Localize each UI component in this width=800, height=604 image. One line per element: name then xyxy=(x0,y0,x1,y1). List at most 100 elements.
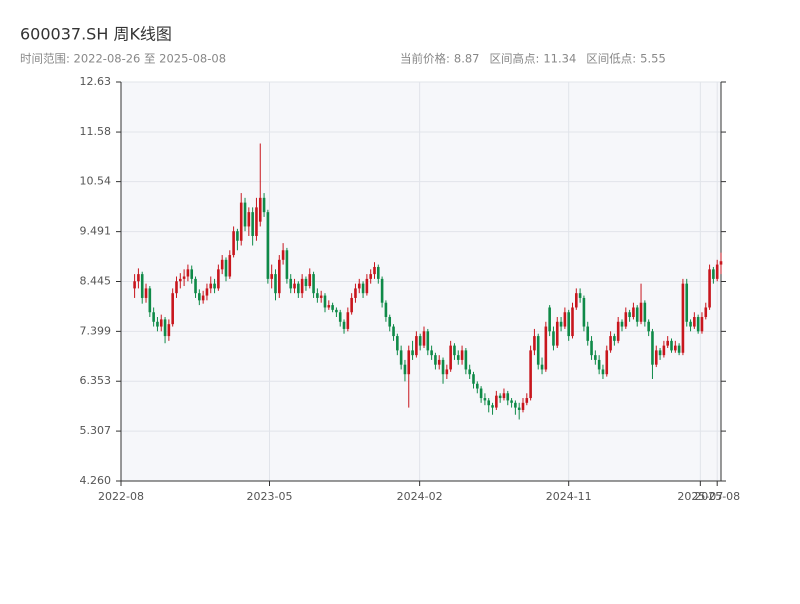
candle-body xyxy=(449,345,452,370)
candle-body xyxy=(175,281,178,294)
candle-body xyxy=(186,269,190,277)
candle-body xyxy=(696,317,700,332)
y-tick-label: 9.491 xyxy=(80,225,112,238)
candle-body xyxy=(548,307,551,332)
candle-body xyxy=(654,350,658,365)
candle-body xyxy=(319,295,323,298)
candle-body xyxy=(205,288,209,296)
candle-body xyxy=(517,407,521,410)
candle-body xyxy=(171,293,174,325)
candle-body xyxy=(198,293,201,301)
candle-body xyxy=(658,350,662,356)
stat-label: 当前价格: xyxy=(400,52,450,66)
candle-body xyxy=(609,336,612,351)
candle-body xyxy=(597,359,601,370)
candle-body xyxy=(533,336,536,351)
candle-body xyxy=(182,276,186,279)
candle-body xyxy=(403,364,407,375)
candle-body xyxy=(430,350,433,356)
y-tick-label: 11.58 xyxy=(80,125,112,138)
candle-body xyxy=(700,317,704,332)
candle-body xyxy=(407,350,411,375)
y-tick-label: 8.445 xyxy=(80,275,112,288)
candle-body xyxy=(224,259,228,277)
candle-body xyxy=(258,197,262,222)
candle-body xyxy=(373,266,376,275)
candle-body xyxy=(529,350,532,399)
candle-body xyxy=(495,395,498,408)
candle-body xyxy=(266,212,270,279)
candle-body xyxy=(712,269,715,279)
candle-body xyxy=(354,288,357,298)
candle-body xyxy=(380,278,384,303)
candle-body xyxy=(262,197,266,213)
chart-title: 600037.SH 周K线图 xyxy=(20,25,172,44)
candle-body xyxy=(361,283,365,294)
candle-body xyxy=(628,312,631,318)
candle-body xyxy=(594,355,597,360)
candle-body xyxy=(472,374,475,384)
stat-label: 区间高点: xyxy=(489,52,539,66)
candle-body xyxy=(563,312,567,327)
candle-body xyxy=(704,307,708,318)
candle-body xyxy=(559,321,563,327)
candle-body xyxy=(201,295,205,301)
candle-body xyxy=(194,278,197,294)
candle-body xyxy=(308,274,312,287)
candle-body xyxy=(236,231,239,241)
candle-body xyxy=(685,283,689,322)
x-tick-label: 2024-11 xyxy=(546,490,592,503)
candle-body xyxy=(479,388,483,399)
candle-body xyxy=(613,336,616,341)
candle-body xyxy=(464,350,468,370)
candle-body xyxy=(578,293,582,298)
candle-body xyxy=(582,297,586,327)
candle-body xyxy=(137,274,140,282)
candle-body xyxy=(677,345,681,353)
candle-body xyxy=(620,321,624,327)
candle-body xyxy=(651,331,654,365)
candle-body xyxy=(331,305,334,310)
candle-body xyxy=(586,326,590,341)
candle-body xyxy=(365,278,369,294)
stat-value: 11.34 xyxy=(543,52,576,66)
candle-body xyxy=(689,321,692,327)
candle-body xyxy=(335,309,338,313)
candle-body xyxy=(376,266,380,279)
candle-body xyxy=(635,307,639,322)
candle-body xyxy=(281,250,285,260)
candle-body xyxy=(274,274,277,294)
candle-body xyxy=(552,331,555,346)
candle-body xyxy=(460,350,464,360)
candle-body xyxy=(350,297,353,313)
candle-body xyxy=(521,402,525,410)
candle-body xyxy=(468,369,471,375)
y-tick-label: 10.54 xyxy=(80,175,112,188)
candle-body xyxy=(342,321,346,329)
candle-body xyxy=(316,293,319,298)
candle-body xyxy=(133,281,136,289)
x-tick-label: 2023-05 xyxy=(247,490,293,503)
candle-body xyxy=(270,274,273,279)
x-tick-label: 2025-08 xyxy=(694,490,740,503)
candle-body xyxy=(338,312,342,322)
candle-body xyxy=(453,345,456,356)
candle-body xyxy=(239,202,243,241)
candle-body xyxy=(369,274,372,279)
candle-body xyxy=(506,393,510,401)
candle-body xyxy=(411,350,414,356)
candle-body xyxy=(510,400,513,403)
candle-body xyxy=(217,269,220,289)
candle-body xyxy=(498,395,502,399)
candle-body xyxy=(643,302,647,322)
y-tick-label: 12.63 xyxy=(80,75,112,88)
candle-body xyxy=(624,312,628,327)
candle-body xyxy=(251,212,254,236)
candle-body xyxy=(708,269,711,308)
candle-body xyxy=(662,345,666,356)
candle-body xyxy=(384,302,388,318)
candle-body xyxy=(178,278,182,282)
candle-body xyxy=(140,274,144,298)
candle-body xyxy=(297,283,300,294)
